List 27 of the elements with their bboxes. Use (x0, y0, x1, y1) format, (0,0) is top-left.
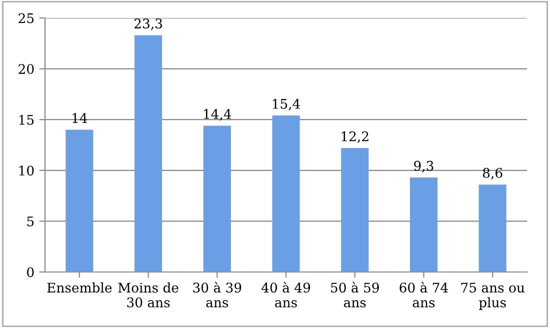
x-tick-label: 30 à 39 ans (193, 282, 242, 308)
bar (272, 116, 300, 272)
data-label: 23,3 (134, 18, 162, 30)
x-tick-label: 50 à 59 ans (331, 282, 379, 308)
data-label: 15,4 (272, 98, 300, 110)
bar (66, 130, 94, 272)
data-label: 9,3 (414, 160, 434, 172)
bar (134, 35, 162, 272)
bar (203, 126, 231, 272)
y-tick-label: 25 (18, 13, 34, 24)
x-tick-label: Moins de 30 ans (118, 282, 178, 308)
y-tick-label: 0 (27, 267, 34, 278)
y-tick-label: 20 (18, 64, 34, 74)
bar (341, 148, 369, 272)
x-tick-label: 40 à 49 ans (261, 282, 310, 308)
x-tick-label: 75 ans ou plus (461, 282, 524, 310)
x-tick-label: 60 à 74 ans (400, 282, 448, 308)
bar (478, 184, 506, 272)
data-label: 14,4 (204, 108, 232, 121)
data-label: 14 (72, 113, 88, 123)
y-tick-label: 15 (19, 114, 34, 125)
x-tick-label: Ensemble (47, 282, 112, 293)
data-label: 8,6 (482, 168, 502, 180)
bar (410, 178, 438, 272)
data-label: 12,2 (342, 131, 368, 143)
y-tick-label: 10 (19, 166, 34, 176)
y-tick-label: 5 (27, 216, 34, 226)
